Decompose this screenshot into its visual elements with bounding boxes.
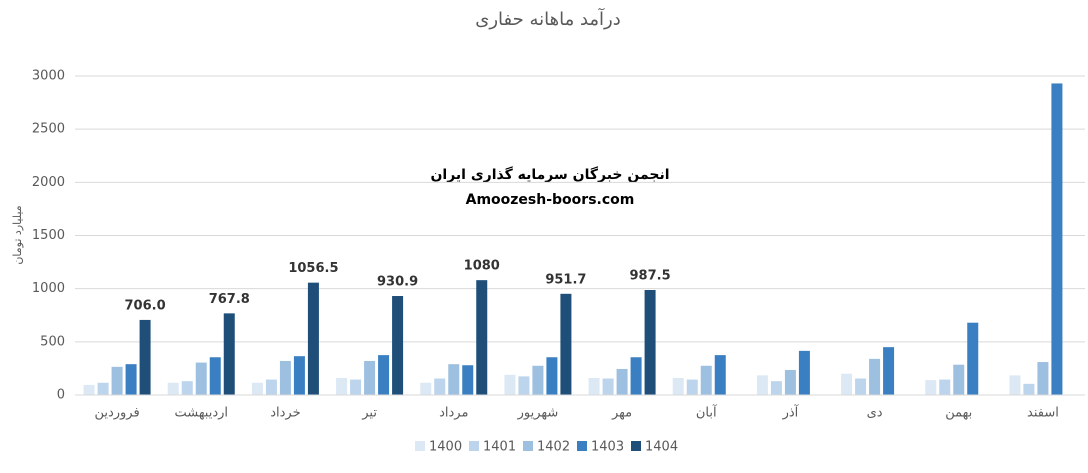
legend-swatch xyxy=(469,441,479,451)
bar xyxy=(1051,83,1063,396)
bar xyxy=(953,364,965,395)
watermark: انجمن خبرگان سرمایه گذاری ایران xyxy=(430,166,669,183)
bar xyxy=(714,355,726,395)
y-tick-label: 3000 xyxy=(32,69,65,84)
bar xyxy=(883,347,895,395)
legend-swatch xyxy=(523,441,533,451)
value-label: 930.9 xyxy=(377,275,418,290)
bar xyxy=(1037,362,1049,395)
value-label: 706.0 xyxy=(125,298,166,313)
watermark: Amoozesh-boors.com xyxy=(466,192,635,208)
bar xyxy=(125,364,137,395)
bar xyxy=(378,355,390,395)
x-tick-label: مرداد xyxy=(439,406,468,421)
bar xyxy=(167,382,179,395)
bar xyxy=(420,382,432,395)
bar xyxy=(784,370,796,395)
bar xyxy=(686,379,698,395)
bar xyxy=(448,364,460,395)
bar xyxy=(434,378,446,395)
x-tick-label: آبان xyxy=(696,404,718,421)
y-axis-label: میلیارد تومان xyxy=(11,205,24,264)
y-tick-label: 2000 xyxy=(32,175,65,190)
value-label: 767.8 xyxy=(209,292,250,307)
x-tick-label: مهر xyxy=(611,406,632,421)
bar xyxy=(700,365,712,395)
bar xyxy=(939,379,951,395)
bar xyxy=(616,368,628,395)
bar xyxy=(462,365,474,395)
bar xyxy=(841,373,853,395)
bar xyxy=(546,357,558,395)
x-tick-label: فروردین xyxy=(94,406,139,421)
bar xyxy=(195,362,207,395)
bar xyxy=(869,358,881,395)
bar xyxy=(588,377,600,395)
y-tick-label: 0 xyxy=(57,388,65,403)
x-tick-label: آذر xyxy=(782,404,800,421)
y-tick-label: 1000 xyxy=(32,281,65,296)
x-tick-label: بهمن xyxy=(945,406,972,421)
bar xyxy=(111,366,123,395)
y-tick-label: 1500 xyxy=(32,228,65,243)
bar xyxy=(364,360,376,395)
bar xyxy=(1023,383,1035,395)
x-tick-label: اردیبهشت xyxy=(174,406,228,421)
x-tick-label: اسفند xyxy=(1027,406,1059,421)
bar xyxy=(251,382,263,395)
x-tick-label: شهریور xyxy=(517,406,559,421)
bar xyxy=(644,289,656,395)
bar xyxy=(756,375,768,395)
x-tick-label: تیر xyxy=(361,406,377,421)
legend-swatch xyxy=(415,441,425,451)
bar xyxy=(209,357,221,395)
legend-label: 1403 xyxy=(591,440,624,455)
bar xyxy=(630,357,642,395)
bar xyxy=(1009,375,1021,395)
bar xyxy=(672,377,684,395)
bar xyxy=(560,293,572,395)
legend-label: 1402 xyxy=(537,440,570,455)
bar xyxy=(532,365,544,395)
bar xyxy=(336,377,348,395)
bar xyxy=(279,360,291,395)
legend-label: 1400 xyxy=(429,440,462,455)
bar xyxy=(967,322,979,395)
bar xyxy=(139,319,151,395)
bar xyxy=(925,380,937,395)
x-tick-label: دی xyxy=(867,406,883,421)
value-label: 987.5 xyxy=(630,268,671,283)
bar xyxy=(602,378,614,395)
value-label: 951.7 xyxy=(545,272,586,287)
legend-swatch xyxy=(631,441,641,451)
bar xyxy=(855,378,867,395)
bar xyxy=(97,382,109,395)
bar xyxy=(223,313,235,395)
bar xyxy=(518,376,530,395)
bar xyxy=(350,379,362,395)
bar xyxy=(265,379,277,395)
legend-label: 1404 xyxy=(645,440,678,455)
y-tick-label: 500 xyxy=(40,334,65,349)
bar xyxy=(770,381,782,395)
bar xyxy=(307,282,319,395)
x-tick-label: خرداد xyxy=(270,406,300,421)
bar xyxy=(181,381,193,395)
value-label: 1056.5 xyxy=(288,261,338,276)
bar xyxy=(293,356,305,395)
legend-label: 1401 xyxy=(483,440,516,455)
bar xyxy=(392,296,404,395)
value-label: 1080 xyxy=(464,259,500,274)
bar xyxy=(476,280,488,395)
bar xyxy=(83,384,95,395)
y-tick-label: 2500 xyxy=(32,122,65,137)
bar xyxy=(504,374,516,395)
legend-swatch xyxy=(577,441,587,451)
chart-title: درآمد ماهانه حفاری xyxy=(475,7,621,30)
bar xyxy=(798,350,810,395)
